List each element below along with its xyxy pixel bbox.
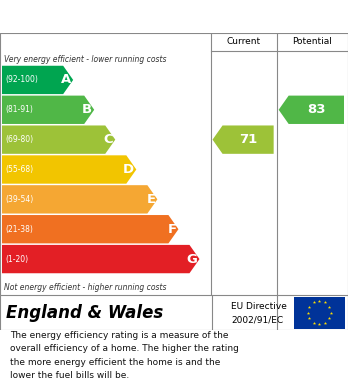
Polygon shape (2, 245, 199, 273)
Text: (55-68): (55-68) (5, 165, 33, 174)
Text: B: B (82, 103, 92, 116)
Text: C: C (104, 133, 113, 146)
Text: Not energy efficient - higher running costs: Not energy efficient - higher running co… (4, 283, 166, 292)
Text: G: G (187, 253, 197, 265)
Bar (294, 296, 345, 328)
Text: F: F (167, 223, 176, 236)
Text: (1-20): (1-20) (5, 255, 28, 264)
Text: 71: 71 (239, 133, 257, 146)
Polygon shape (2, 66, 73, 94)
Polygon shape (2, 185, 157, 213)
Text: (69-80): (69-80) (5, 135, 33, 144)
Polygon shape (2, 96, 94, 124)
Text: Potential: Potential (292, 38, 332, 47)
Text: Current: Current (227, 38, 261, 47)
Text: The energy efficiency rating is a measure of the
overall efficiency of a home. T: The energy efficiency rating is a measur… (10, 331, 239, 380)
Text: (21-38): (21-38) (5, 225, 33, 234)
Polygon shape (2, 155, 136, 184)
Polygon shape (2, 126, 115, 154)
Text: A: A (61, 74, 71, 86)
Polygon shape (279, 96, 344, 124)
Polygon shape (2, 215, 179, 243)
Text: (92-100): (92-100) (5, 75, 38, 84)
Text: Energy Efficiency Rating: Energy Efficiency Rating (10, 9, 213, 24)
Text: 83: 83 (307, 103, 326, 116)
Text: England & Wales: England & Wales (6, 303, 163, 321)
Text: E: E (146, 193, 155, 206)
Text: (39-54): (39-54) (5, 195, 33, 204)
Text: D: D (123, 163, 134, 176)
Text: Very energy efficient - lower running costs: Very energy efficient - lower running co… (4, 55, 166, 64)
Text: 2002/91/EC: 2002/91/EC (231, 316, 284, 325)
Text: EU Directive: EU Directive (231, 302, 287, 311)
Text: (81-91): (81-91) (5, 105, 33, 114)
Polygon shape (213, 126, 274, 154)
